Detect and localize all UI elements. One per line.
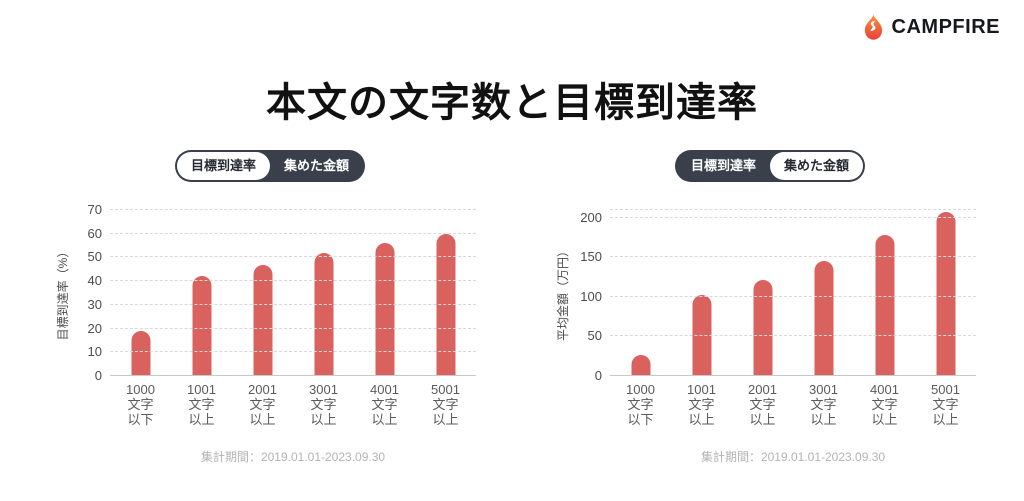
metric-toggle[interactable]: 目標到達率 集めた金額	[174, 150, 366, 182]
chart-caption: 集計期間：2019.01.01-2023.09.30	[200, 450, 386, 464]
y-axis-ticks: 0 10 20 30 40 50 60 70	[40, 202, 102, 383]
x-tick-label: 4001 文字 以上	[370, 382, 399, 427]
campfire-logo: CAMPFIRE	[862, 14, 1000, 41]
plot-area	[110, 209, 476, 376]
x-tick-label: 5001 文字 以上	[931, 382, 960, 427]
x-axis-labels: 1000 文字 以下 1001 文字 以上 2001 文字 以上 3001 文字 以上 4001 文字 以上…	[110, 382, 476, 427]
y-tick-label: 60	[87, 225, 102, 241]
x-tick-label: 1001 文字 以上	[687, 382, 716, 427]
gridline	[110, 351, 476, 353]
chart-caption: 集計期間：2019.01.01-2023.09.30	[700, 450, 886, 464]
y-tick-label: 10	[87, 344, 102, 360]
bar-4001文字以上	[875, 235, 894, 376]
gridline	[110, 256, 476, 258]
x-tick-label: 5001 文字 以上	[431, 382, 460, 427]
bar-group	[610, 210, 976, 376]
gridline	[610, 335, 976, 337]
bar-slot	[293, 210, 354, 376]
goal-rate-chart: 目標到達率 集めた金額 目標到達率（%） 0 10 20 30 40 50 60 70 1000…	[40, 150, 500, 485]
page-title: 本文の文字数と目標到達率	[266, 81, 758, 125]
toggle-option[interactable]: 目標到達率	[690, 158, 756, 173]
amount-raised-chart: 目標到達率 集めた金額 平均金額（万円） 0 50 100 150 200 1000 文字以…	[540, 150, 1000, 485]
y-tick-label: 0	[594, 368, 602, 383]
bar-slot	[671, 210, 732, 376]
bar-slot	[232, 210, 293, 376]
bar-2001文字以上	[253, 264, 272, 376]
bar-slot	[732, 210, 793, 376]
toggle-option[interactable]: 目標到達率	[176, 152, 270, 180]
x-tick-label: 1001 文字 以上	[187, 382, 216, 427]
y-tick-label: 50	[87, 249, 102, 265]
bar-1000文字以下	[131, 330, 150, 376]
bar-slot	[854, 210, 915, 376]
x-tick-label: 2001 文字 以上	[748, 382, 777, 427]
bar-4001文字以上	[375, 243, 394, 376]
gridline	[110, 327, 476, 329]
bar-3001文字以上	[314, 252, 333, 376]
y-tick-label: 200	[580, 209, 602, 225]
gridline	[110, 232, 476, 234]
y-tick-label: 100	[580, 288, 602, 304]
gridline	[110, 303, 476, 305]
y-tick-label: 50	[587, 328, 602, 344]
x-tick-label: 3001 文字 以上	[809, 382, 838, 427]
gridline	[110, 209, 476, 210]
bar-slot	[915, 210, 976, 376]
y-tick-label: 150	[580, 249, 602, 265]
gridline	[110, 375, 476, 376]
x-axis-labels: 1000 文字 以下 1001 文字 以上 2001 文字 以上 3001 文字 以上 4001 文字 以上…	[610, 382, 976, 427]
bar-slot	[354, 210, 415, 376]
x-tick-label: 1000 文字 以下	[126, 382, 155, 427]
bar-2001文字以上	[753, 279, 772, 376]
bar-slot	[171, 210, 232, 376]
y-axis-ticks: 0 50 100 150 200	[540, 209, 602, 383]
x-tick-label: 1000 文字 以下	[626, 382, 655, 427]
bar-group	[110, 210, 476, 376]
y-tick-label: 70	[87, 202, 102, 217]
bar-slot	[610, 210, 671, 376]
bar-5001文字以上	[436, 233, 455, 376]
x-tick-label: 3001 文字 以上	[309, 382, 338, 427]
plot-area	[610, 209, 976, 376]
gridline	[110, 280, 476, 282]
bar-slot	[415, 210, 476, 376]
x-tick-label: 2001 文字 以上	[248, 382, 277, 427]
bar-1001文字以上	[192, 276, 211, 376]
logo-wordmark: CAMPFIRE	[891, 16, 1000, 38]
bar-5001文字以上	[936, 212, 955, 376]
campfire-flame-icon	[864, 14, 882, 40]
bar-3001文字以上	[814, 260, 833, 376]
bar-1000文字以下	[631, 354, 650, 376]
gridline	[610, 216, 976, 218]
bar-slot	[110, 210, 171, 376]
metric-toggle[interactable]: 目標到達率 集めた金額	[674, 150, 866, 182]
toggle-option[interactable]: 集めた金額	[284, 158, 350, 173]
y-tick-label: 40	[87, 273, 102, 289]
toggle-option[interactable]: 集めた金額	[770, 152, 864, 180]
y-tick-label: 20	[87, 320, 102, 336]
x-tick-label: 4001 文字 以上	[870, 382, 899, 427]
y-tick-label: 30	[87, 296, 102, 312]
gridline	[610, 295, 976, 297]
gridline	[610, 375, 976, 376]
y-tick-label: 0	[94, 368, 102, 383]
bar-slot	[793, 210, 854, 376]
gridline	[610, 256, 976, 258]
gridline	[610, 209, 976, 210]
bar-1001文字以上	[692, 294, 711, 376]
